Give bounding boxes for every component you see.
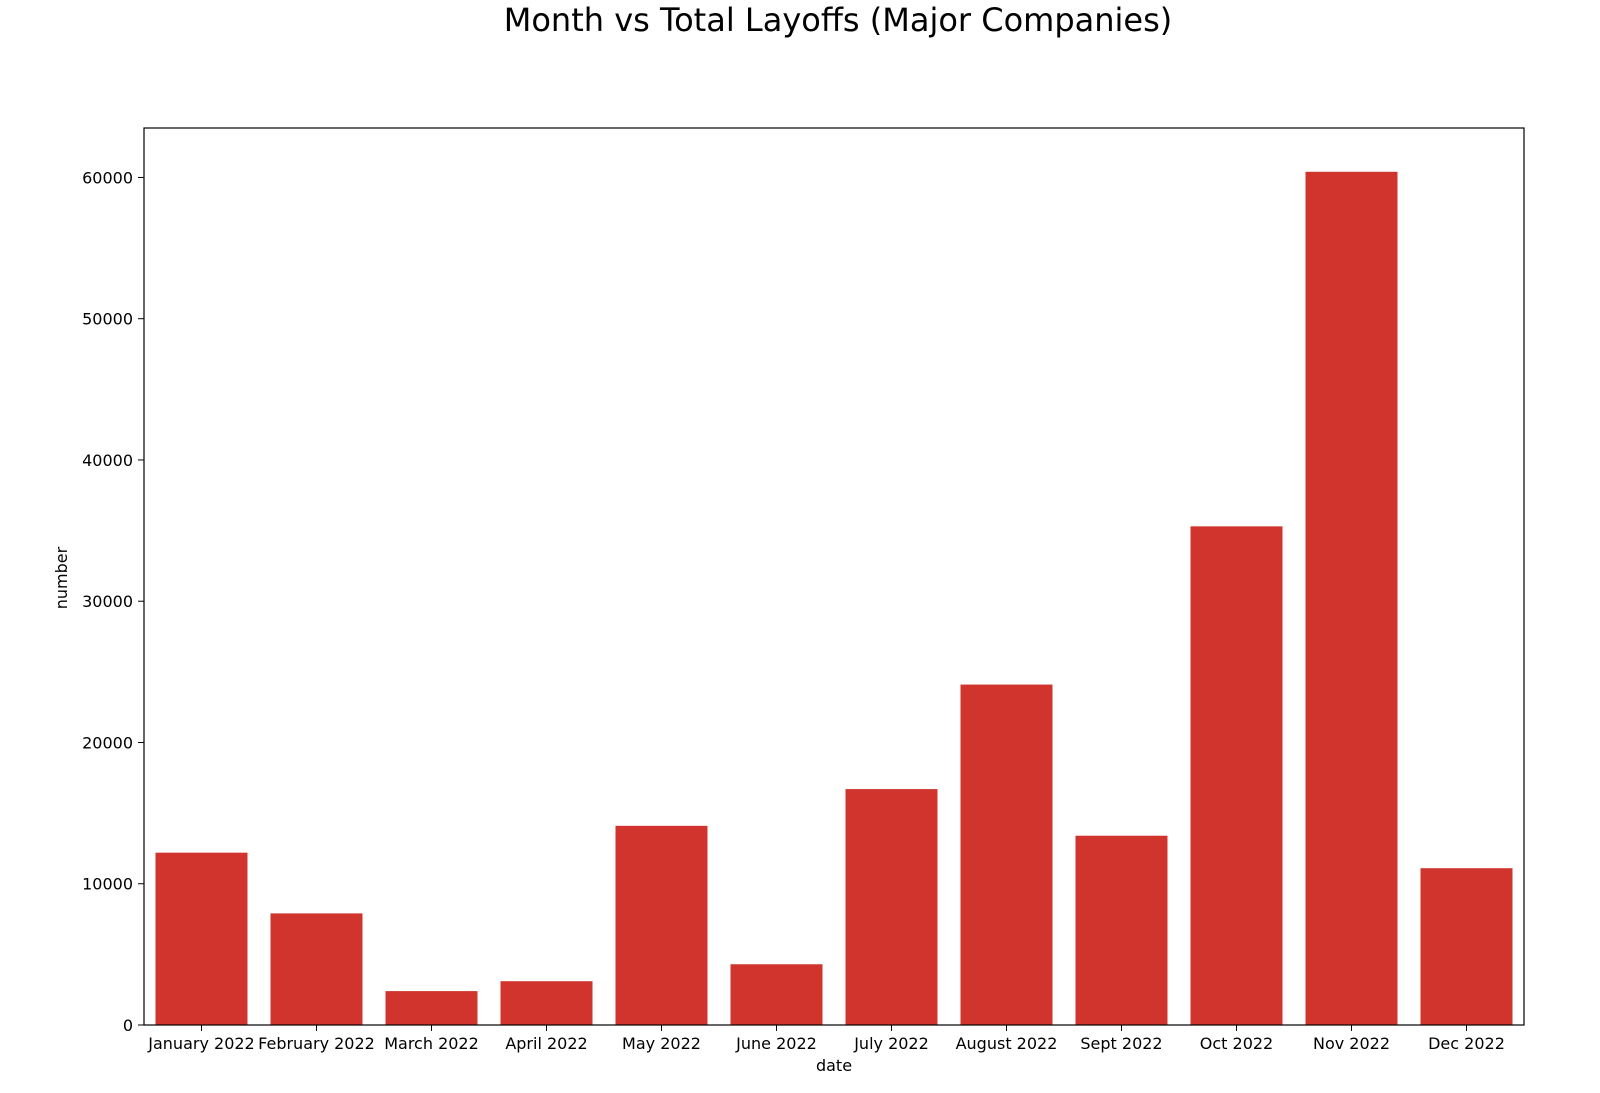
bar-2 xyxy=(270,913,363,1025)
y-axis: 0 10000 20000 30000 40000 50000 60000 xyxy=(82,168,144,1035)
x-tick-label: Nov 2022 xyxy=(1313,1034,1390,1053)
y-tick-label: 30000 xyxy=(82,592,133,611)
bar-3 xyxy=(385,991,478,1025)
bars-group xyxy=(155,171,1513,1026)
bar-7 xyxy=(845,789,938,1025)
y-tick-label: 20000 xyxy=(82,733,133,752)
x-tick-label: June 2022 xyxy=(735,1034,817,1053)
x-axis-label: date xyxy=(816,1056,852,1075)
bar-5 xyxy=(615,825,708,1025)
x-tick-label: Sept 2022 xyxy=(1080,1034,1162,1053)
x-tick-label: April 2022 xyxy=(505,1034,587,1053)
bar-8 xyxy=(960,684,1053,1025)
x-tick-label: Dec 2022 xyxy=(1428,1034,1505,1053)
bar-6 xyxy=(730,964,823,1025)
x-tick-label: January 2022 xyxy=(147,1034,254,1053)
y-tick-label: 10000 xyxy=(82,875,133,894)
x-tick-label: July 2022 xyxy=(853,1034,929,1053)
x-axis: January 2022 February 2022 March 2022 April… xyxy=(147,1025,1505,1053)
x-tick-label: Oct 2022 xyxy=(1200,1034,1273,1053)
y-tick-label: 40000 xyxy=(82,451,133,470)
x-tick-label: August 2022 xyxy=(956,1034,1058,1053)
x-tick-label: May 2022 xyxy=(622,1034,701,1053)
x-tick-label: February 2022 xyxy=(258,1034,375,1053)
chart-title: Month vs Total Layoffs (Major Companies) xyxy=(504,1,1173,39)
bar-4 xyxy=(500,981,593,1025)
y-tick-label: 0 xyxy=(123,1016,133,1035)
bar-12 xyxy=(1420,868,1513,1025)
bar-9 xyxy=(1075,835,1168,1025)
y-tick-label: 50000 xyxy=(82,310,133,329)
bar-1 xyxy=(155,852,248,1025)
bar-11 xyxy=(1305,171,1398,1026)
y-tick-label: 60000 xyxy=(82,168,133,187)
bar-10 xyxy=(1190,526,1283,1025)
plot-frame xyxy=(143,127,1525,1026)
x-tick-label: March 2022 xyxy=(384,1034,479,1053)
y-axis-label: number xyxy=(52,546,71,609)
